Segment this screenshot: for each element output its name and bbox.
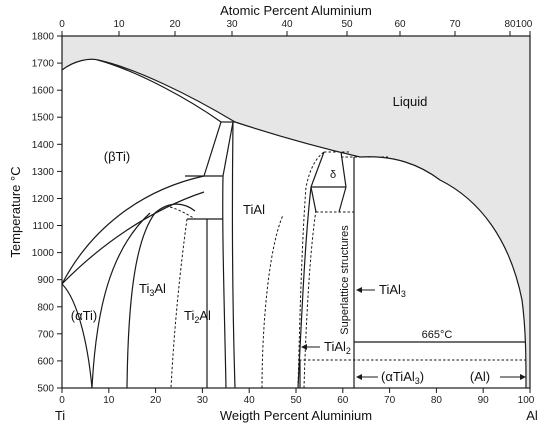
top-tick-label: 20 bbox=[169, 19, 181, 30]
al-phase-label: (Al) bbox=[470, 369, 490, 384]
left-tick-label: 1000 bbox=[32, 248, 55, 259]
tial-right-boundary bbox=[231, 121, 236, 389]
bottom-tick-label: 30 bbox=[197, 395, 209, 406]
bottom-tick-label: 60 bbox=[337, 395, 349, 406]
left-tick-label: 1500 bbox=[32, 113, 55, 124]
bottom-tick-label: 80 bbox=[431, 395, 443, 406]
bottom-axis-ticks bbox=[61, 388, 531, 393]
top-tick-label: 0 bbox=[59, 19, 65, 30]
left-tick-label: 600 bbox=[37, 356, 54, 367]
top-axis-title: Atomic Percent Aluminium bbox=[220, 3, 372, 18]
top-tick-label: 40 bbox=[281, 19, 293, 30]
bottom-tick-label: 10 bbox=[103, 395, 115, 406]
left-tick-label: 1700 bbox=[32, 59, 55, 70]
tial-boundary-dashed-1 bbox=[261, 214, 284, 389]
bottom-tick-label: 0 bbox=[59, 395, 65, 406]
tial2-label-sub: 2 bbox=[346, 346, 351, 356]
alpha-tial3-label: (αTiAl3) bbox=[381, 369, 424, 386]
tial3-label-main: TiAl bbox=[379, 282, 401, 297]
tial3-label-sub: 3 bbox=[401, 289, 406, 299]
left-axis-ticks bbox=[57, 35, 62, 389]
ti2al-label-sub: 2 bbox=[194, 315, 199, 325]
bottom-axis-title: Weigth Percent Aluminium bbox=[220, 408, 372, 423]
alpha-tial3-label-tail: ) bbox=[420, 369, 424, 384]
left-tick-label: 1100 bbox=[32, 221, 54, 232]
liquid-region bbox=[62, 36, 530, 388]
top-tick-label: 10 bbox=[113, 19, 125, 30]
element-ti-label: Ti bbox=[55, 408, 65, 423]
left-tick-label: 1300 bbox=[32, 167, 55, 178]
tial2-label: TiAl2 bbox=[324, 339, 351, 356]
left-tick-label: 500 bbox=[37, 384, 54, 395]
ti3al-label: Ti3Al bbox=[139, 281, 166, 298]
delta-region-right bbox=[340, 151, 347, 188]
tial2-arrow-head bbox=[301, 344, 307, 350]
bottom-tick-label: 90 bbox=[478, 395, 490, 406]
top-tick-label: 80 bbox=[504, 19, 516, 30]
alpha-tial-boundary bbox=[222, 175, 227, 389]
tial-boundary-dashed-3 bbox=[303, 209, 317, 389]
top-tick-label: 60 bbox=[394, 19, 406, 30]
left-tick-label: 1600 bbox=[32, 86, 55, 97]
bottom-tick-label: 50 bbox=[290, 395, 302, 406]
alpha-tial3-label-main: (αTiAl bbox=[381, 369, 415, 384]
top-tick-label: 50 bbox=[341, 19, 353, 30]
top-tick-label: 100 bbox=[516, 19, 533, 30]
delta-lower-right bbox=[338, 186, 347, 213]
ti2al-label-tail: Al bbox=[199, 308, 211, 323]
left-tick-label: 700 bbox=[37, 329, 54, 340]
tial2-label-main: TiAl bbox=[324, 339, 346, 354]
beta-transus-lower bbox=[61, 191, 205, 285]
bottom-tick-label: 70 bbox=[384, 395, 396, 406]
left-tick-label: 800 bbox=[37, 302, 54, 313]
tial-label: TiAl bbox=[243, 202, 265, 217]
superlattice-label: Superlattice structures bbox=[339, 225, 351, 335]
beta-transus-upper bbox=[61, 175, 205, 285]
element-al-label: Al bbox=[526, 408, 538, 423]
ti3al-label-tail: Al bbox=[154, 281, 166, 296]
delta-region-left bbox=[310, 151, 325, 188]
ti3al-dome bbox=[126, 203, 196, 389]
ti2al-label-main: Ti bbox=[184, 308, 194, 323]
alpha-tial3-arrow-head bbox=[356, 374, 362, 380]
alpha-ti-label: (αTi) bbox=[71, 308, 98, 323]
top-axis-ticks bbox=[61, 31, 531, 36]
ti3al-label-main: Ti bbox=[139, 281, 149, 296]
ti3al-label-sub: 3 bbox=[149, 288, 154, 298]
bottom-tick-label: 20 bbox=[150, 395, 162, 406]
ti2al-label: Ti2Al bbox=[184, 308, 211, 325]
beta-ti-label: (βTi) bbox=[104, 149, 130, 164]
liquid-label: Liquid bbox=[393, 94, 428, 109]
top-tick-label: 70 bbox=[449, 19, 461, 30]
beta-solidus-line bbox=[97, 59, 222, 123]
left-tick-label: 1400 bbox=[32, 140, 55, 151]
left-axis-title: Temperature °C bbox=[8, 166, 23, 257]
tial3-label: TiAl3 bbox=[379, 282, 406, 299]
beta-tial-wedge-left bbox=[203, 121, 222, 177]
left-tick-label: 1200 bbox=[32, 194, 55, 205]
ti3al-dome-outer bbox=[91, 212, 151, 389]
eutectic-665-label: 665°C bbox=[422, 329, 453, 341]
ti3al-dome-dotted bbox=[169, 206, 196, 220]
beta-tial-wedge-right bbox=[222, 121, 234, 177]
delta-label: δ bbox=[330, 169, 336, 181]
alpha-tial3-label-sub: 3 bbox=[415, 376, 420, 386]
bottom-tick-label: 100 bbox=[518, 395, 535, 406]
left-tick-label: 900 bbox=[37, 275, 54, 286]
al-phase-arrow-head bbox=[520, 374, 526, 380]
bottom-tick-label: 40 bbox=[244, 395, 256, 406]
left-tick-label: 1800 bbox=[32, 32, 55, 43]
top-tick-label: 30 bbox=[226, 19, 238, 30]
tial3-arrow-head bbox=[356, 287, 362, 293]
delta-lower-left bbox=[310, 186, 317, 213]
ti2al-left-dashed bbox=[170, 218, 188, 389]
alpha-ti-solvus bbox=[61, 283, 93, 389]
tial-boundary-dashed-2 bbox=[297, 151, 325, 389]
